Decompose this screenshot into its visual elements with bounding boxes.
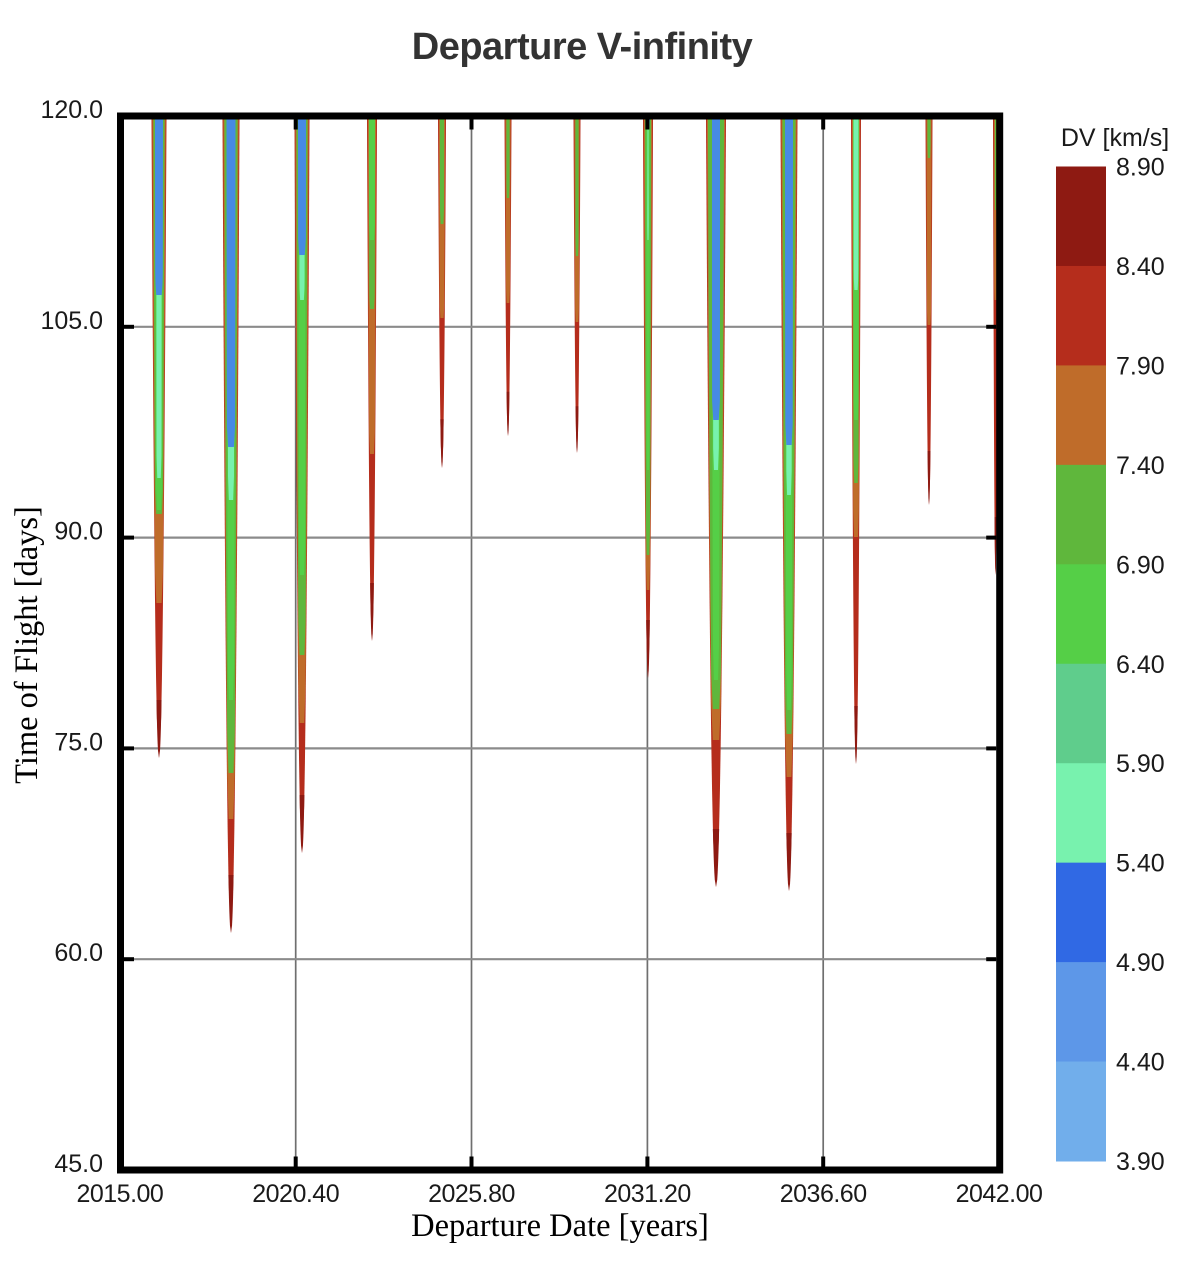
svg-text:2031.20: 2031.20 (604, 1180, 691, 1208)
svg-text:105.0: 105.0 (40, 307, 103, 335)
svg-text:2042.00: 2042.00 (956, 1180, 1043, 1208)
svg-text:8.40: 8.40 (1116, 253, 1165, 281)
svg-text:2015.00: 2015.00 (76, 1180, 163, 1208)
svg-text:2025.80: 2025.80 (428, 1180, 515, 1208)
svg-text:2036.60: 2036.60 (780, 1180, 867, 1208)
svg-text:75.0: 75.0 (54, 728, 103, 756)
svg-text:4.90: 4.90 (1116, 949, 1165, 977)
svg-text:DV [km/s]: DV [km/s] (1061, 124, 1169, 152)
svg-text:120.0: 120.0 (40, 96, 103, 124)
svg-text:5.40: 5.40 (1116, 850, 1165, 878)
svg-text:45.0: 45.0 (54, 1150, 103, 1178)
svg-text:7.40: 7.40 (1116, 452, 1165, 480)
svg-text:Departure Date [years]: Departure Date [years] (411, 1208, 709, 1244)
svg-text:Departure V-infinity: Departure V-infinity (412, 26, 753, 68)
svg-text:4.40: 4.40 (1116, 1049, 1165, 1077)
svg-text:60.0: 60.0 (54, 939, 103, 967)
svg-text:3.90: 3.90 (1116, 1148, 1165, 1176)
svg-text:8.90: 8.90 (1116, 154, 1165, 182)
svg-text:6.40: 6.40 (1116, 651, 1165, 679)
svg-text:90.0: 90.0 (54, 518, 103, 546)
svg-text:7.90: 7.90 (1116, 352, 1165, 380)
svg-text:5.90: 5.90 (1116, 750, 1165, 778)
svg-text:Time of Flight [days]: Time of Flight [days] (9, 506, 45, 784)
svg-text:2020.40: 2020.40 (252, 1180, 339, 1208)
svg-text:6.90: 6.90 (1116, 551, 1165, 579)
